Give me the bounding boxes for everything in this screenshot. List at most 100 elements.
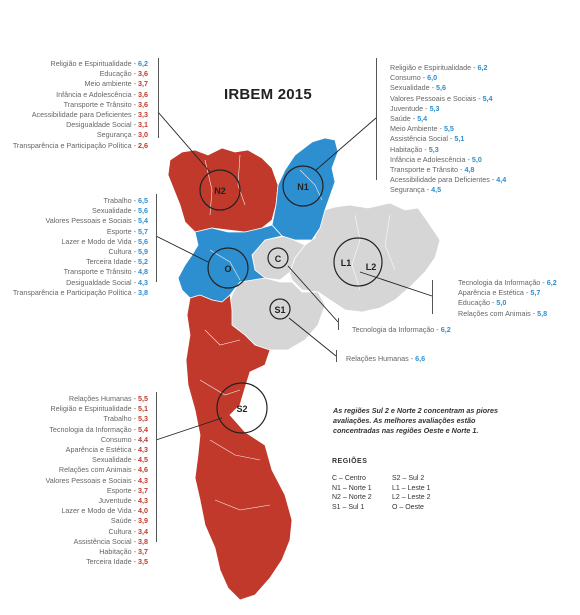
n2-score-label: Acessibilidade para Deficientes -: [31, 110, 136, 120]
o-score-row: Transparência e Participação Política -3…: [13, 288, 148, 298]
n1-score-row: Segurança -4,5: [390, 185, 506, 195]
legend-item: L1 – Leste 1: [392, 484, 431, 492]
n1-score-label: Habitação -: [390, 144, 427, 154]
n1-score-row: Saúde -5,4: [390, 114, 506, 124]
s2-score-row: Religião e Espiritualidade -5,1: [45, 404, 149, 414]
o-score-value: 5,2: [138, 257, 148, 267]
n1-score-label: Meio Ambiente -: [390, 124, 442, 134]
label-c: C: [275, 254, 282, 264]
n1-score-value: 5,3: [429, 103, 440, 113]
o-score-value: 5,9: [138, 247, 148, 257]
s2-score-value: 5,3: [138, 414, 148, 424]
n2-score-row: Educação -3,6: [13, 69, 148, 79]
l-score-value: 5,0: [496, 298, 507, 308]
s2-score-label: Esporte -: [106, 485, 136, 495]
n1-score-label: Assistência Social -: [390, 134, 453, 144]
l-bracket: [432, 280, 433, 314]
s2-score-value: 3,7: [138, 485, 148, 495]
s2-score-row: Consumo -4,4: [45, 435, 148, 445]
n1-score-label: Juventude -: [390, 103, 428, 113]
l-score-label: Tecnologia da Informação -: [458, 278, 545, 287]
legend-column-1: C – Centro N1 – Norte 1 N2 – Norte 2 S1 – S…: [332, 474, 372, 512]
o-score-value: 4,8: [138, 267, 148, 277]
page-title: IRBEM 2015: [224, 86, 312, 103]
n1-score-list: Religião e Espiritualidade -6,2 Consumo -…: [390, 63, 506, 196]
o-score-value: 4,3: [138, 277, 148, 287]
n1-bracket: [376, 58, 377, 180]
o-score-row: Terceira Idade -5,2: [13, 257, 148, 267]
c-score-label: Tecnologia da Informação -: [352, 325, 439, 334]
s2-score-row: Lazer e Modo de Vida -4,0: [45, 506, 148, 516]
o-score-value: 5,6: [138, 206, 148, 216]
l-score-list: Tecnologia da Informação -6,2 Aparência e…: [458, 278, 557, 319]
l-score-row: Tecnologia da Informação -6,2: [458, 278, 557, 288]
region-north1-shape: [271, 137, 339, 241]
o-score-row: Lazer e Modo de Vida -5,6: [13, 237, 148, 247]
o-score-label: Terceira Idade -: [86, 257, 136, 267]
s2-score-row: Valores Pessoais e Sociais -4,3: [45, 476, 148, 486]
legend-title: REGIÕES: [332, 458, 368, 465]
s2-score-value: 5,1: [138, 404, 148, 414]
o-score-row: Cultura -5,9: [13, 247, 148, 257]
s2-score-label: Tecnologia da Informação -: [49, 424, 136, 434]
s2-score-list: Relações Humanas -5,5 Religião e Espiritu…: [45, 394, 148, 567]
s2-score-row: Aparência e Estética -4,3: [45, 445, 148, 455]
n1-score-label: Sexualidade -: [390, 83, 434, 93]
n1-score-row: Juventude -5,3: [390, 104, 506, 114]
s2-score-label: Lazer e Modo de Vida -: [61, 506, 136, 516]
region-north2-shape: [167, 147, 279, 233]
n1-score-row: Acessibilidade para Deficientes -4,4: [390, 175, 506, 185]
label-n2: N2: [214, 186, 226, 196]
c-score-value: 6,2: [440, 325, 451, 334]
legend-item: L2 – Leste 2: [392, 494, 431, 501]
s1-score-item: Relações Humanas - 6,6: [346, 354, 425, 363]
region-south2-shape: [185, 294, 293, 601]
s2-score-label: Juventude -: [98, 496, 136, 506]
legend-item: S1 – Sul 1: [332, 503, 365, 511]
s2-score-row: Saúde -3,9: [45, 516, 148, 526]
s2-score-label: Relações Humanas -: [68, 394, 136, 403]
s2-score-value: 4,3: [138, 475, 148, 485]
n1-score-label: Saúde -: [390, 114, 416, 124]
n1-score-value: 6,0: [427, 73, 438, 83]
n2-score-row: Transparência e Participação Política -2…: [13, 141, 148, 151]
n2-score-label: Segurança -: [96, 130, 136, 140]
legend-item: N1 – Norte 1: [332, 484, 372, 492]
s2-score-row: Tecnologia da Informação -5,4: [45, 425, 148, 435]
s2-bracket: [156, 392, 157, 542]
s2-score-row: Terceira Idade -3,5: [45, 557, 148, 567]
label-l2: L2: [366, 262, 377, 272]
o-score-label: Sexualidade -: [92, 206, 136, 216]
n1-score-value: 5,1: [454, 134, 465, 144]
legend-item: S2 – Sul 2: [392, 475, 425, 482]
o-score-label: Desigualdade Social -: [66, 277, 136, 287]
s2-score-label: Consumo -: [100, 434, 136, 444]
o-score-value: 5,7: [138, 226, 148, 236]
s2-score-row: Relações com Animais -4,6: [45, 465, 148, 475]
o-score-label: Valores Pessoais e Sociais -: [45, 216, 136, 226]
s2-score-label: Assistência Social -: [73, 536, 136, 546]
n2-score-value: 3,1: [138, 120, 148, 130]
s2-score-label: Valores Pessoais e Sociais -: [45, 475, 136, 485]
s1-score-value: 6,6: [415, 354, 426, 363]
s2-score-row: Trabalho -5,3: [45, 414, 149, 424]
s2-score-value: 3,8: [138, 536, 148, 546]
s2-score-label: Cultura -: [108, 526, 136, 536]
o-score-row: Transporte e Trânsito -4,8: [13, 267, 148, 277]
l-score-value: 5,7: [530, 288, 541, 298]
n2-score-value: 2,6: [138, 140, 148, 150]
s2-score-label: Saúde -: [110, 516, 136, 526]
s2-score-label: Sexualidade -: [92, 455, 136, 465]
s2-score-value: 5,4: [138, 424, 148, 434]
o-score-value: 6,5: [138, 196, 148, 205]
s2-score-label: Relações com Animais -: [58, 465, 136, 475]
n2-score-value: 6,2: [138, 59, 148, 68]
l-score-label: Relações com Animais -: [458, 308, 536, 318]
n1-score-row: Habitação -5,3: [390, 145, 506, 155]
n2-score-value: 3,6: [138, 99, 148, 109]
l-score-value: 5,8: [537, 308, 548, 318]
s2-score-label: Religião e Espiritualidade -: [50, 404, 137, 414]
o-score-value: 5,6: [138, 236, 148, 246]
s2-score-value: 4,4: [138, 434, 148, 444]
